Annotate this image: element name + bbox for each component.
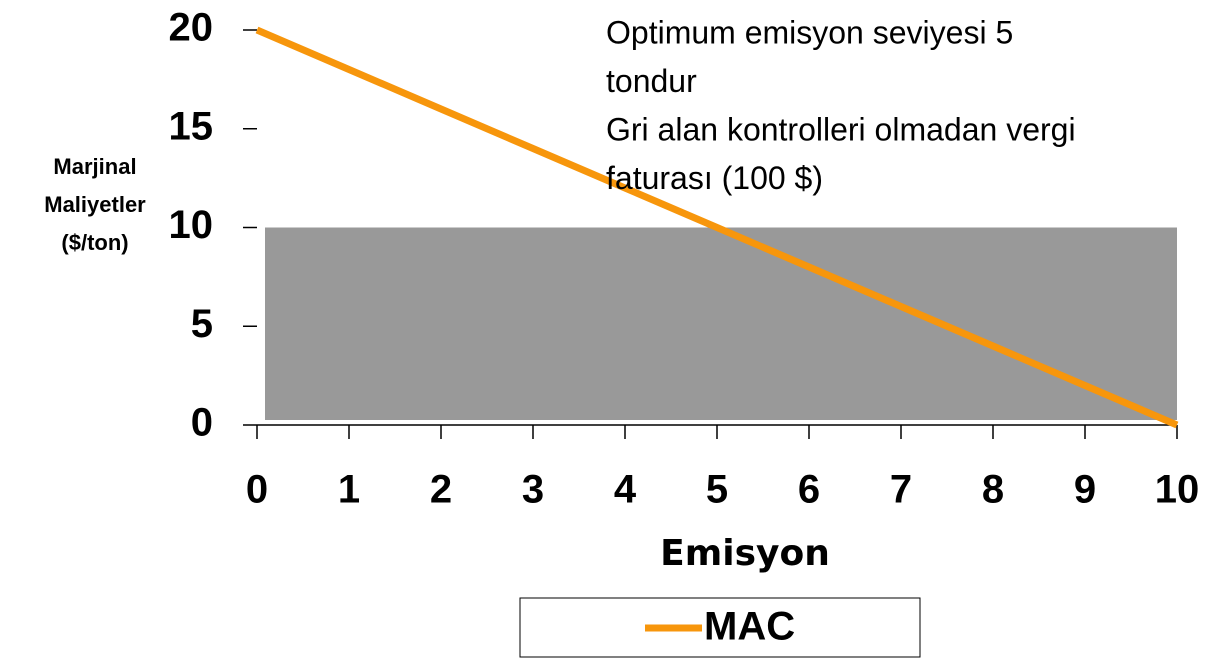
x-tick-label: 4 — [614, 468, 637, 512]
y-tick-label: 10 — [169, 203, 214, 247]
annotation: faturası (100 $) — [606, 160, 823, 196]
x-tick-label: 1 — [338, 468, 360, 512]
y-axis-label: Marjinal — [53, 154, 136, 179]
annotation: Gri alan kontrolleri olmadan vergi — [606, 111, 1076, 147]
x-axis-label: Emisyon — [660, 533, 830, 574]
x-tick-label: 6 — [798, 468, 820, 512]
x-tick-label: 5 — [706, 468, 728, 512]
y-tick-label: 15 — [169, 104, 214, 148]
legend-box — [519, 597, 921, 658]
y-axis-label: Maliyetler — [44, 192, 146, 217]
x-tick-label: 10 — [1155, 468, 1200, 512]
y-tick-label: 5 — [191, 302, 213, 346]
annotation: tondur — [606, 63, 697, 99]
x-tick-label: 3 — [522, 468, 544, 512]
mac-line — [255, 26, 1179, 429]
y-axis-label: ($/ton) — [61, 230, 128, 255]
y-tick-label: 0 — [191, 401, 213, 445]
x-tick-label: 0 — [246, 468, 268, 512]
x-tick-label: 9 — [1074, 468, 1096, 512]
x-tick-label: 8 — [982, 468, 1004, 512]
x-tick-label: 7 — [890, 468, 912, 512]
annotation: Optimum emisyon seviyesi 5 — [606, 14, 1013, 50]
shaded-area — [265, 227, 1177, 420]
y-tick-label: 20 — [169, 6, 214, 50]
x-tick-label: 2 — [430, 468, 452, 512]
legend-label: MAC — [704, 605, 795, 649]
